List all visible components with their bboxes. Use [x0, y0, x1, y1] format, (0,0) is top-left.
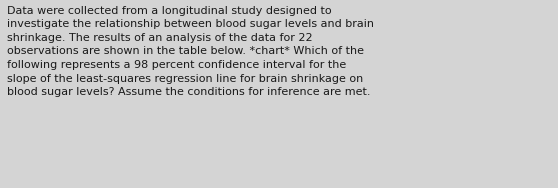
Text: Data were collected from a longitudinal study designed to
investigate the relati: Data were collected from a longitudinal … — [7, 6, 374, 97]
